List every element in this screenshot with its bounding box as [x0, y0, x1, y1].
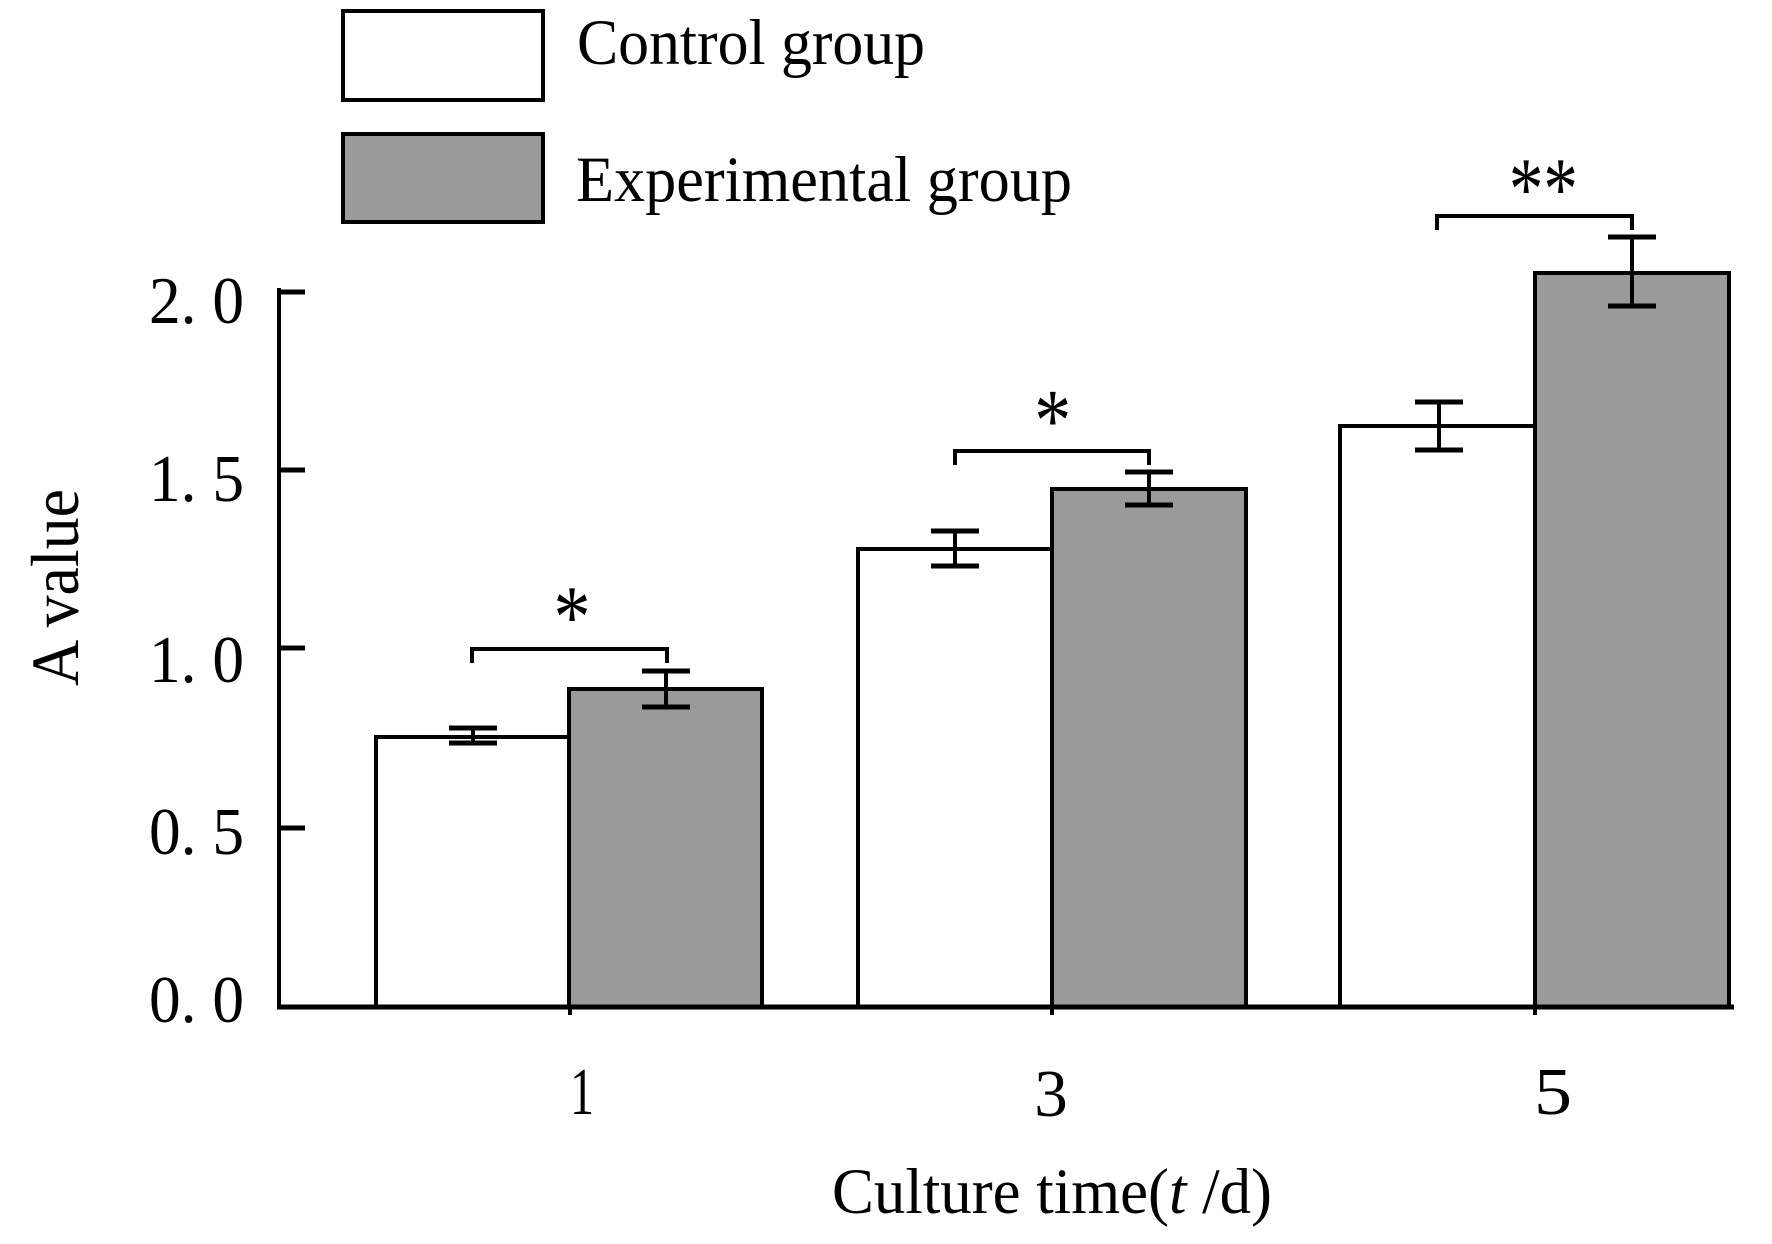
svg-text:Experimental group: Experimental group — [576, 144, 1072, 216]
svg-text:5: 5 — [1534, 1055, 1572, 1129]
svg-text:**: ** — [1509, 141, 1578, 239]
svg-text:2. 0: 2. 0 — [149, 264, 244, 338]
svg-text:3: 3 — [1034, 1057, 1068, 1131]
svg-text:1. 0: 1. 0 — [149, 623, 244, 697]
svg-text:Culture time(t /d): Culture time(t /d) — [832, 1156, 1272, 1228]
svg-text:*: * — [1034, 372, 1071, 470]
svg-text:1: 1 — [570, 1055, 594, 1129]
svg-text:*: * — [554, 569, 591, 667]
svg-text:Control group: Control group — [577, 7, 925, 79]
svg-text:0. 0: 0. 0 — [149, 963, 244, 1037]
svg-text:A value: A value — [17, 489, 93, 686]
svg-text:0. 5: 0. 5 — [149, 795, 244, 869]
svg-text:1. 5: 1. 5 — [149, 442, 244, 516]
